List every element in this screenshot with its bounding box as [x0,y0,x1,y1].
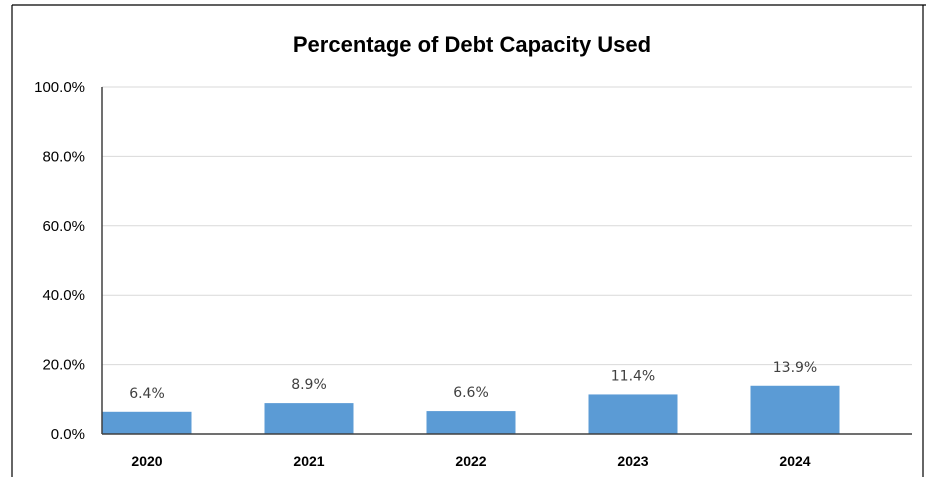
x-tick-label: 2021 [293,453,324,469]
data-label: 11.4% [611,368,655,384]
bar-2024 [750,385,840,434]
data-label: 8.9% [291,377,327,393]
x-tick-label: 2023 [617,453,648,469]
data-label: 13.9% [773,360,817,376]
data-label: 6.4% [129,386,165,402]
axes [101,87,912,435]
y-tick-label: 0.0% [51,426,85,443]
x-tick-label: 2022 [455,453,486,469]
x-tick-label: 2020 [131,453,162,469]
y-tick-label: 100.0% [34,79,85,96]
data-labels: 6.4% 8.9% 6.6% 11.4% 13.9% [129,360,817,402]
chart-title: Percentage of Debt Capacity Used [293,32,651,57]
bar-2023 [588,394,678,434]
data-label: 6.6% [453,385,489,401]
y-tick-label: 60.0% [42,218,85,235]
bars [102,385,840,434]
y-tick-label: 20.0% [42,357,85,374]
bar-2020 [102,411,192,434]
y-axis-tick-labels: 0.0% 20.0% 40.0% 60.0% 80.0% 100.0% [34,79,85,443]
bar-2022 [426,411,516,434]
x-tick-label: 2024 [779,453,810,469]
x-axis-tick-labels: 2020 2021 2022 2023 2024 [131,453,810,469]
y-tick-label: 80.0% [42,148,85,165]
y-tick-label: 40.0% [42,287,85,304]
bar-2021 [264,403,354,434]
gridlines [102,86,912,366]
